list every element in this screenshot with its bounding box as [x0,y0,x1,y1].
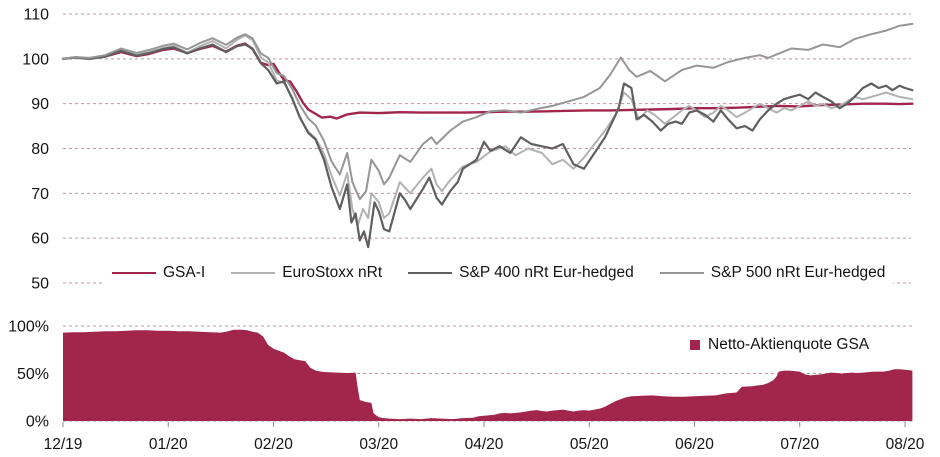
legend-item-sp400: S&P 400 nRt Eur-hedged [408,264,634,282]
legend-item-eurostoxx: EuroStoxx nRt [231,264,382,282]
series-line-2 [61,43,914,249]
x-axis-label: 04/20 [465,436,504,453]
y-axis-label: 50 [31,276,49,293]
legend-label-gsa: GSA-I [163,264,206,281]
top-chart-legend: GSA-I EuroStoxx nRt S&P 400 nRt Eur-hedg… [104,260,894,286]
y-axis-label: 80 [31,141,49,158]
area-chart-legend: Netto-Aktienquote GSA [690,336,869,354]
sp500-line-swatch [659,272,704,274]
y-axis-label: 60 [31,231,49,248]
x-axis-label: 01/20 [149,436,188,453]
y-axis-label: 110 [23,7,49,24]
x-axis-label: 08/20 [886,436,925,453]
y-axis-label: 70 [31,186,49,203]
series-line-0 [61,42,914,120]
series-line-3 [62,22,914,201]
x-axis-label: 07/20 [780,436,819,453]
x-axis-label: 03/20 [359,436,398,453]
gsa-line-swatch [112,271,156,275]
x-axis-label: 05/20 [570,436,609,453]
eurostoxx-line-swatch [231,272,276,274]
legend-item-gsa: GSA-I [112,264,205,282]
legend-label-eurostoxx: EuroStoxx nRt [282,264,383,281]
x-axis-label: 12/19 [44,436,83,453]
legend-label-sp500: S&P 500 nRt Eur-hedged [710,264,886,281]
area-legend-label: Netto-Aktienquote GSA [708,336,870,353]
net-equity-quota-area [63,329,913,421]
y-axis-label: 100% [8,319,49,336]
area-legend-marker [690,340,700,350]
x-axis-label: 06/20 [675,436,714,453]
legend-item-sp500: S&P 500 nRt Eur-hedged [659,264,886,282]
series-line-1 [62,34,914,227]
y-axis-label: 50% [17,366,49,383]
sp400-line-swatch [408,271,453,275]
y-axis-label: 0% [26,414,49,431]
y-axis-label: 90 [31,96,49,113]
y-axis-label: 100 [22,51,49,68]
legend-label-sp400: S&P 400 nRt Eur-hedged [459,264,634,281]
x-axis-label: 02/20 [254,436,293,453]
